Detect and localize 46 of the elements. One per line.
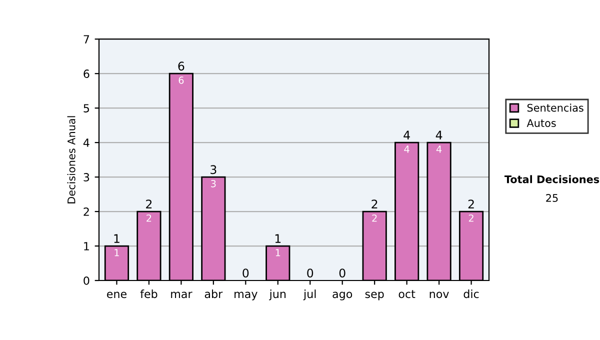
data-label: 1 xyxy=(276,249,280,256)
total-label: 2 xyxy=(146,200,152,208)
total-label: 4 xyxy=(436,130,442,140)
y-axis-title: Decisiones Anual xyxy=(67,116,76,204)
x-tick-label: mar xyxy=(171,292,192,298)
y-tick-label: 5 xyxy=(84,104,89,112)
total-label: 0 xyxy=(242,268,249,278)
data-label: 6 xyxy=(178,76,184,84)
x-tick-label: oct xyxy=(398,290,416,298)
total-label: 6 xyxy=(178,62,184,71)
legend-label: Autos xyxy=(526,119,556,128)
y-tick-label: 1 xyxy=(84,242,89,250)
text: 25 xyxy=(546,194,558,202)
x-tick-label: dic xyxy=(464,290,479,298)
legend-label: Sentencias xyxy=(527,104,584,112)
total-label: 1 xyxy=(275,234,281,243)
y-tick-label: 4 xyxy=(83,138,90,147)
x-tick-label: jun xyxy=(269,290,286,300)
data-label: 1 xyxy=(114,249,119,256)
total-label: 2 xyxy=(372,200,378,208)
y-tick-label: 3 xyxy=(84,173,90,182)
data-label: 4 xyxy=(404,146,410,153)
data-label: 2 xyxy=(146,214,152,222)
total-label: 2 xyxy=(468,200,474,208)
x-tick-label: abr xyxy=(204,290,223,298)
x-tick-label: jul xyxy=(303,290,316,300)
total-label: 1 xyxy=(114,234,120,243)
text: Total Decisiones xyxy=(504,175,600,184)
y-tick-label: 0 xyxy=(84,276,90,285)
data-label: 3 xyxy=(211,180,216,188)
y-tick-label: 2 xyxy=(84,208,89,216)
total-label: 4 xyxy=(404,130,410,140)
total-label: 3 xyxy=(210,165,216,174)
x-tick-label: ago xyxy=(332,292,352,300)
total-label: 0 xyxy=(339,268,346,278)
x-tick-label: sep xyxy=(365,292,384,300)
data-label: 2 xyxy=(372,214,377,222)
x-tick-label: may xyxy=(234,292,258,300)
data-label: 2 xyxy=(468,214,474,222)
x-tick-label: nov xyxy=(430,292,449,298)
y-tick-label: 6 xyxy=(84,70,90,78)
x-tick-label: feb xyxy=(140,290,158,298)
total-label: 0 xyxy=(307,268,314,278)
x-tick-label: ene xyxy=(106,292,126,298)
data-label: 4 xyxy=(436,146,442,153)
y-tick-label: 7 xyxy=(84,35,90,44)
